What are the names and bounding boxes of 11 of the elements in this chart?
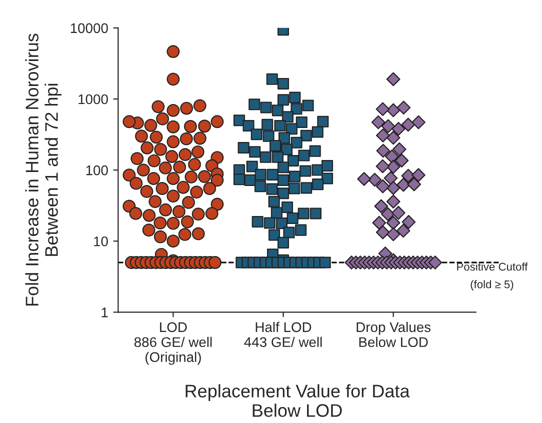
y-axis-title: Fold Increase in Human Norovirus Between 1 and 72 hpi	[25, 34, 62, 306]
x-tick-label: Drop Values Below LOD	[356, 322, 431, 348]
ref-line-label: Positive Cutoff (fold ≥ 5)	[457, 262, 528, 290]
x-tick-label: LOD 886 GE/ well (Original)	[134, 322, 212, 365]
y-tick-label: 100	[86, 165, 108, 176]
y-tick-label: 10000	[70, 23, 108, 34]
x-axis-title: Replacement Value for Data Below LOD	[186, 384, 410, 417]
x-tick-label: Half LOD 443 GE/ well	[244, 322, 322, 348]
y-tick-label: 1000	[78, 94, 108, 104]
y-tick-label: 10	[94, 236, 108, 246]
y-tick-label: 1	[102, 308, 108, 318]
